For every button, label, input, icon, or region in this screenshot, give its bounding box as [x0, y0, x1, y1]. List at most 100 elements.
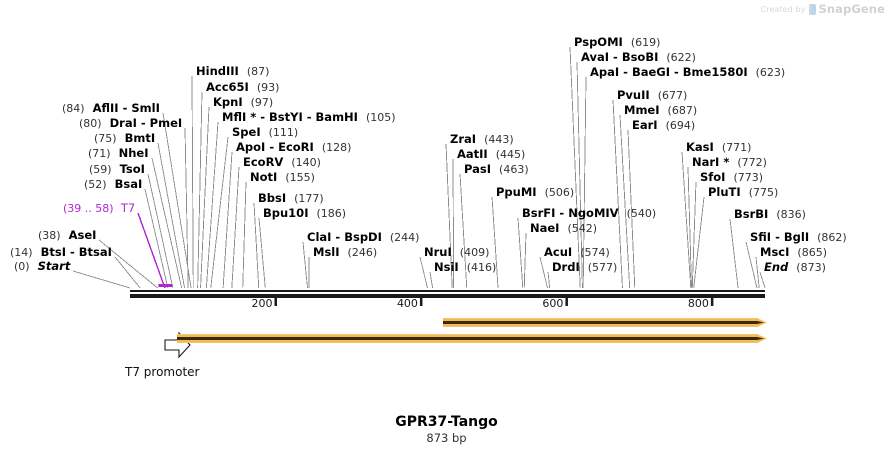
enzyme-names: AseI: [69, 228, 97, 242]
enzyme-position: (105): [365, 111, 396, 124]
enzyme-name: PspOMI: [574, 35, 623, 49]
enzyme-position: (39 .. 58): [63, 202, 114, 215]
enzyme-label-noti[interactable]: NotI (155): [250, 170, 315, 185]
enzyme-names: PvuII: [617, 88, 650, 102]
enzyme-label-zrai[interactable]: ZraI (443): [450, 132, 514, 147]
enzyme-label-mmei[interactable]: MmeI (687): [624, 104, 697, 118]
enzyme-position: (93): [256, 81, 280, 94]
enzyme-names: KpnI: [213, 95, 243, 109]
enzyme-names: Bpu10I: [263, 206, 308, 220]
enzyme-label-apai[interactable]: ApaI - BaeGI - Bme1580I (623): [590, 65, 785, 80]
enzyme-label-btsi[interactable]: (14) BtsI - BtsaI: [10, 246, 112, 260]
enzyme-label-bsai[interactable]: (52) BsaI: [84, 178, 142, 192]
enzyme-position: (80): [79, 117, 102, 130]
label-spacer: [748, 65, 756, 79]
orf-arrow-2[interactable]: [176, 334, 767, 343]
enzyme-names: ApaI - BaeGI - Bme1580I: [590, 65, 748, 79]
enzyme-label-aatii[interactable]: AatII (445): [457, 147, 526, 162]
enzyme-names: ApoI - EcoRI: [236, 140, 314, 154]
enzyme-label-pspomi[interactable]: PspOMI (619): [574, 35, 661, 50]
orf-arrow-1[interactable]: [442, 318, 767, 327]
enzyme-label-hindiii[interactable]: HindIII (87): [196, 64, 270, 79]
enzyme-label-bbsi[interactable]: BbsI (177): [258, 192, 324, 206]
enzyme-label-bmti[interactable]: (75) BmtI: [94, 132, 155, 146]
label-spacer: [249, 80, 257, 94]
enzyme-label-clai[interactable]: ClaI - BspDI (244): [307, 230, 419, 245]
enzyme-names: AvaI - BsoBI: [581, 50, 658, 64]
enzyme-label-kasi[interactable]: KasI (771): [686, 141, 751, 155]
enzyme-label-acui[interactable]: AcuI (574): [544, 245, 610, 260]
enzyme-names: ZraI: [450, 132, 476, 146]
enzyme-position: (463): [499, 163, 529, 176]
enzyme-name-separator: -: [265, 140, 279, 154]
enzyme-name: AseI: [68, 228, 97, 242]
enzyme-name: AatII: [457, 147, 488, 161]
enzyme-name: ClaI: [307, 230, 332, 244]
enzyme-label-aflii[interactable]: (84) AflII - SmlI: [62, 102, 160, 116]
enzyme-position: (577): [587, 261, 618, 274]
enzyme-name: EcoRV: [243, 155, 284, 169]
enzyme-label-drai[interactable]: (80) DraI - PmeI: [79, 116, 183, 131]
label-spacer: [623, 35, 631, 49]
enzyme-label-nrui[interactable]: NruI (409): [424, 245, 489, 260]
label-spacer: [452, 245, 460, 259]
enzyme-name: AcuI: [544, 245, 573, 259]
enzyme-position: (619): [630, 36, 661, 49]
label-spacer: [102, 116, 110, 130]
label-spacer: [114, 201, 121, 215]
enzyme-names: PasI: [464, 162, 491, 176]
enzyme-label-pluti[interactable]: PluTI (775): [708, 186, 778, 200]
enzyme-label-t7[interactable]: (39 .. 58) T7: [63, 201, 135, 216]
enzyme-position: (186): [316, 207, 347, 220]
enzyme-label-mfli[interactable]: MflI * - BstYI - BamHI (105): [222, 110, 396, 125]
enzyme-label-acc65i[interactable]: Acc65I (93): [206, 80, 280, 95]
enzyme-names: NsiI: [434, 260, 459, 274]
enzyme-label-start[interactable]: (0) Start: [14, 260, 70, 274]
enzyme-label-pvuii[interactable]: PvuII (677): [617, 88, 687, 103]
enzyme-label-nhei[interactable]: (71) NheI: [88, 147, 149, 161]
enzyme-position: (75): [94, 132, 117, 145]
enzyme-name: NgoMIV: [568, 206, 619, 220]
enzyme-label-ppumi[interactable]: PpuMI (506): [496, 185, 574, 200]
enzyme-label-kpni[interactable]: KpnI (97): [213, 95, 273, 110]
enzyme-name: PpuMI: [496, 185, 537, 199]
enzyme-label-naei[interactable]: NaeI (542): [530, 222, 597, 236]
enzyme-name: DraI: [109, 116, 137, 130]
enzyme-label-sfoi[interactable]: SfoI (773): [700, 171, 763, 185]
enzyme-position: (694): [665, 119, 696, 132]
enzyme-name: PmeI: [149, 116, 183, 130]
orf-arrowhead-icon: [756, 318, 767, 327]
enzyme-position: (87): [246, 65, 270, 78]
enzyme-name: BsrBI: [734, 207, 769, 221]
enzyme-name: End: [764, 260, 789, 274]
enzyme-name: PasI: [464, 162, 492, 176]
enzyme-name-separator: -: [256, 110, 270, 124]
enzyme-label-ecorv[interactable]: EcoRV (140): [243, 155, 321, 170]
enzyme-names: DraI - PmeI: [110, 116, 183, 130]
enzyme-label-nsii[interactable]: NsiI (416): [434, 260, 496, 275]
enzyme-label-spei[interactable]: SpeI (111): [232, 126, 298, 140]
enzyme-label-asei[interactable]: (38) AseI: [38, 228, 97, 243]
enzyme-name: ApoI: [236, 140, 266, 154]
enzyme-name: NotI: [250, 170, 278, 184]
enzyme-label-end[interactable]: End (873): [764, 260, 826, 275]
snapgene-watermark: Created by SnapGene: [760, 2, 885, 16]
enzyme-label-apoi[interactable]: ApoI - EcoRI (128): [236, 140, 351, 155]
enzyme-label-bpu10i[interactable]: Bpu10I (186): [263, 206, 347, 221]
enzyme-label-eari[interactable]: EarI (694): [632, 119, 696, 133]
enzyme-label-avai[interactable]: AvaI - BsoBI (622): [581, 50, 696, 65]
enzyme-label-bsrfi[interactable]: BsrFI - NgoMIV (540): [522, 206, 656, 221]
enzyme-label-sfii[interactable]: SfiI - BglI (862): [750, 231, 847, 245]
enzyme-label-msli[interactable]: MslI (246): [313, 245, 377, 260]
enzyme-label-nari[interactable]: NarI * (772): [692, 156, 767, 170]
enzyme-names: TsoI: [120, 162, 145, 176]
enzyme-names: HindIII: [196, 64, 239, 78]
enzyme-label-pasi[interactable]: PasI (463): [464, 162, 529, 177]
enzyme-label-tsoi[interactable]: (59) TsoI: [89, 162, 145, 177]
construct-length: 873 bp: [426, 431, 467, 445]
enzyme-label-drdi[interactable]: DrdI (577): [552, 261, 618, 275]
enzyme-position: (445): [495, 148, 526, 161]
enzyme-name: MslI: [313, 245, 340, 259]
enzyme-label-bsrbi[interactable]: BsrBI (836): [734, 207, 806, 222]
enzyme-label-msci[interactable]: MscI (865): [760, 246, 827, 260]
